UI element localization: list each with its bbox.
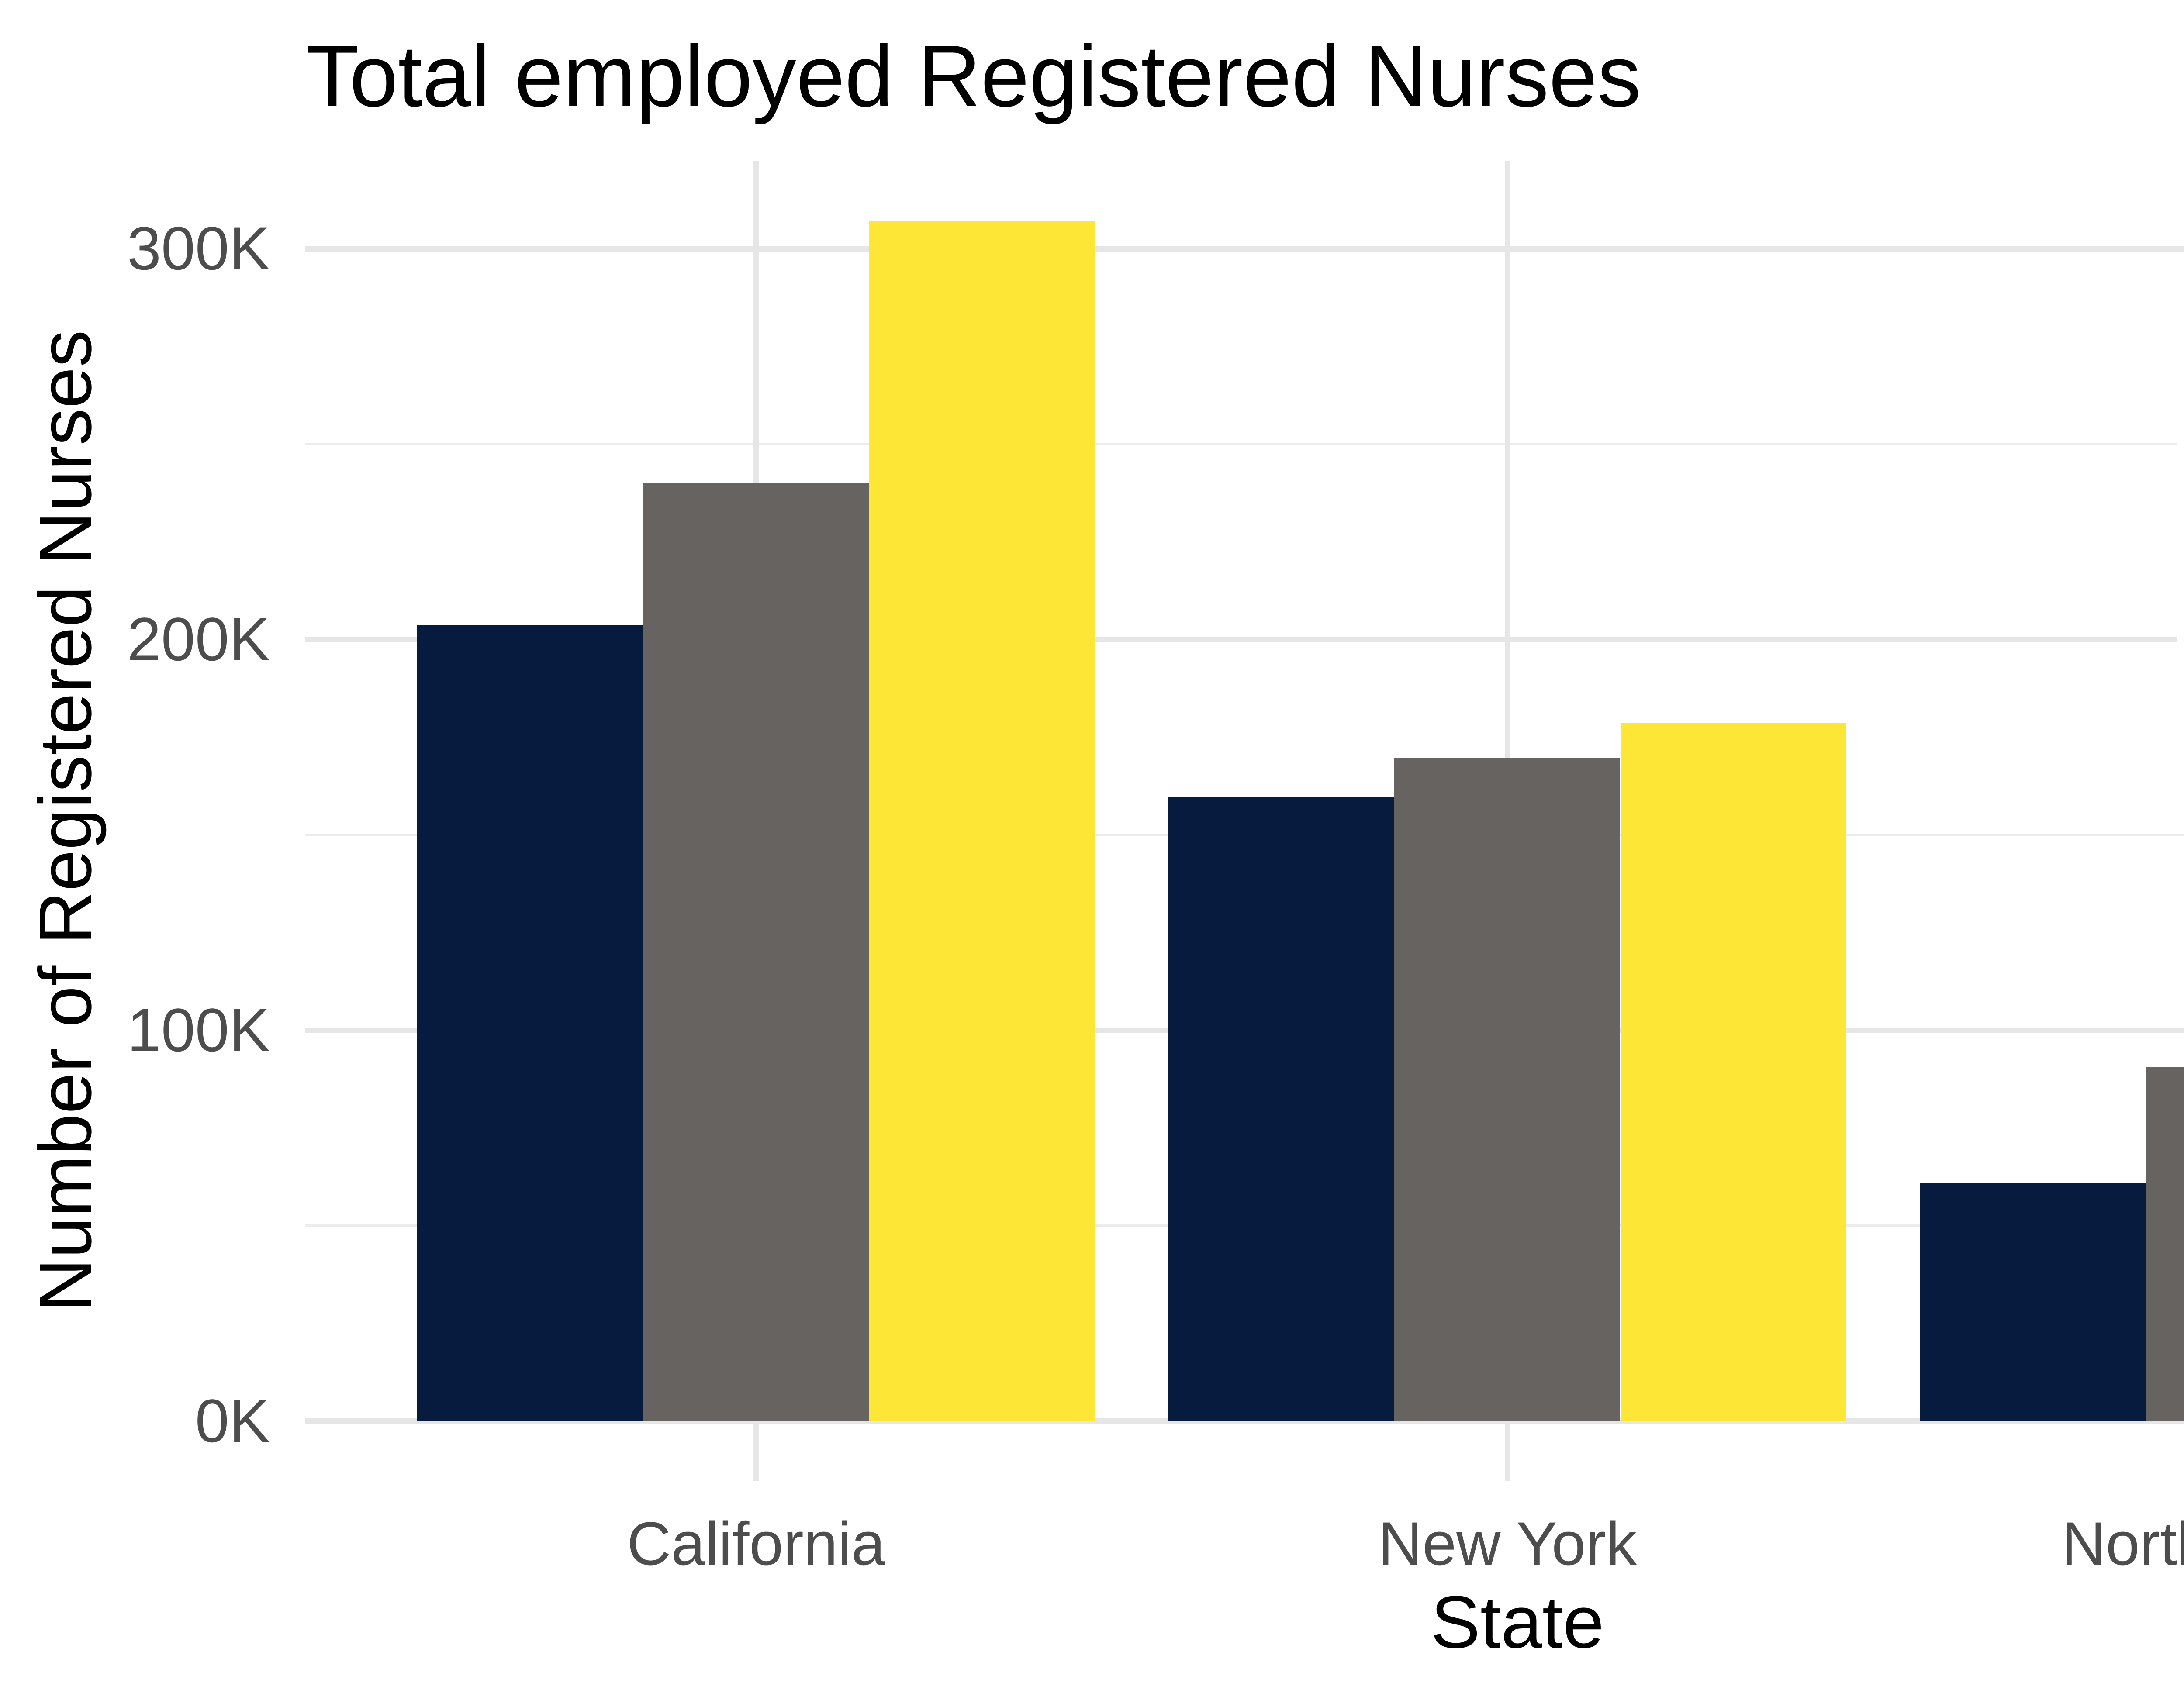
bar-north-carolina-2010 <box>2146 1067 2184 1421</box>
y-tick-label-200K: 200K <box>127 605 270 673</box>
x-axis-title: State <box>1431 1581 1604 1664</box>
x-tick-label-north-carolina: North Carolina <box>2061 1509 2184 1578</box>
legend: Year 200020102020 <box>2177 279 2184 729</box>
bar-new-york-2010 <box>1394 758 1621 1421</box>
y-tick-label-0K: 0K <box>195 1386 270 1455</box>
bar-california-2010 <box>643 483 869 1421</box>
chart-title: Total employed Registered Nurses <box>306 28 1641 125</box>
bar-california-2020 <box>869 220 1095 1421</box>
bar-new-york-2020 <box>1620 723 1846 1421</box>
y-tick-label-300K: 300K <box>127 214 270 283</box>
x-tick-label-new-york: New York <box>1378 1509 1637 1578</box>
bar-north-carolina-2000 <box>1920 1183 2146 1421</box>
x-tick-label-california: California <box>627 1509 885 1578</box>
bar-new-york-2000 <box>1168 797 1395 1421</box>
gridline-minor-250 <box>305 442 2184 445</box>
gridline-major-300K <box>305 245 2184 252</box>
y-tick-label-100K: 100K <box>127 996 270 1064</box>
y-axis-title: Number of Registered Nurses <box>24 330 107 1312</box>
bar-california-2000 <box>417 625 643 1421</box>
